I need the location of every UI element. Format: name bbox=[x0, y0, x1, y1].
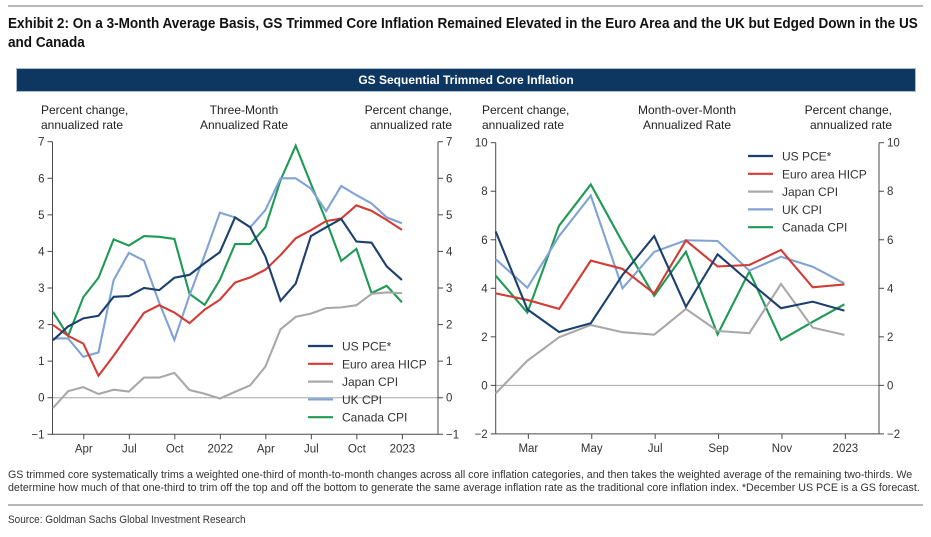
ylabel-line: Percent change, bbox=[41, 103, 129, 117]
y-tick-label-right: 4 bbox=[446, 246, 453, 258]
y-tick-label-left: 7 bbox=[38, 137, 44, 149]
chart-title-line: Annualized Rate bbox=[199, 117, 289, 132]
x-tick-label: Jul bbox=[122, 443, 137, 455]
x-tick-label: Sep bbox=[708, 443, 728, 455]
chart-title-line: Three-Month bbox=[209, 103, 279, 117]
x-tick-label: Nov bbox=[772, 443, 793, 455]
right-chart-ylabel-right: Percent change, annualized rate bbox=[772, 103, 892, 132]
y-tick-label-left: 0 bbox=[38, 393, 44, 405]
legend-label-uk-cpi: UK CPI bbox=[342, 393, 382, 407]
ylabel-line: annualized rate bbox=[482, 117, 565, 132]
y-tick-label-right: −2 bbox=[887, 429, 900, 441]
right-chart-title: Month-over-Month Annualized Rate bbox=[607, 103, 767, 132]
y-tick-label-left: 0 bbox=[481, 380, 487, 392]
x-tick-label: Oct bbox=[348, 443, 367, 455]
y-tick-label-right: 10 bbox=[887, 138, 900, 150]
x-tick-label: 2023 bbox=[390, 443, 416, 455]
left-chart-ylabel-left: Percent change, annualized rate bbox=[41, 103, 128, 132]
y-tick-label-right: 5 bbox=[446, 210, 452, 222]
y-tick-label-left: 2 bbox=[481, 332, 487, 344]
y-tick-label-right: 4 bbox=[887, 283, 894, 295]
y-tick-label-left: 10 bbox=[475, 138, 488, 150]
x-tick-label: Apr bbox=[75, 443, 93, 455]
x-tick-label: 2022 bbox=[208, 443, 234, 455]
series-line-japan-cpi bbox=[52, 291, 402, 409]
ylabel-line: Percent change, bbox=[804, 103, 892, 117]
legend-label-euro-area-hicp: Euro area HICP bbox=[342, 357, 427, 371]
y-tick-label-left: 4 bbox=[38, 246, 45, 258]
left-chart-ylabel-right: Percent change, annualized rate bbox=[332, 103, 452, 132]
y-tick-label-right: 0 bbox=[446, 393, 452, 405]
series-line-canada-cpi bbox=[52, 143, 403, 339]
y-tick-label-right: 2 bbox=[446, 320, 452, 332]
y-tick-label-right: −1 bbox=[446, 429, 459, 441]
x-tick-label: Jul bbox=[648, 443, 663, 455]
legend-label-us-pce: US PCE* bbox=[342, 340, 392, 354]
ylabel-line: annualized rate bbox=[41, 117, 124, 132]
series-line-euro-area-hicp bbox=[495, 238, 845, 311]
x-tick-label: Jul bbox=[304, 443, 319, 455]
y-tick-label-left: 3 bbox=[38, 283, 44, 295]
legend-label-euro-area-hicp: Euro area HICP bbox=[782, 167, 867, 181]
x-tick-label: Apr bbox=[257, 443, 275, 455]
ylabel-line: Percent change, bbox=[364, 103, 452, 117]
source-note: Source: Goldman Sachs Global Investment … bbox=[8, 514, 246, 526]
legend-label-uk-cpi: UK CPI bbox=[782, 203, 822, 217]
footnote: GS trimmed core systematically trims a w… bbox=[8, 469, 920, 494]
y-tick-label-right: 2 bbox=[887, 332, 893, 344]
y-tick-label-left: 1 bbox=[38, 356, 44, 368]
y-tick-label-right: 1 bbox=[446, 356, 452, 368]
y-tick-label-left: 6 bbox=[481, 235, 487, 247]
y-tick-label-right: 8 bbox=[887, 186, 893, 198]
chart-title-line: Annualized Rate bbox=[642, 117, 732, 132]
series-line-japan-cpi bbox=[494, 282, 845, 395]
legend: US PCE* Euro area HICP Japan CPI UK CPI Cana… bbox=[308, 340, 427, 425]
legend-label-us-pce: US PCE* bbox=[782, 150, 832, 164]
chart-title-line: Month-over-Month bbox=[637, 103, 737, 117]
series-line-euro-area-hicp bbox=[52, 204, 403, 378]
left-chart-title: Three-Month Annualized Rate bbox=[164, 103, 324, 132]
x-tick-label: Oct bbox=[166, 443, 185, 455]
series-line-uk-cpi bbox=[53, 177, 403, 358]
ylabel-line: annualized rate bbox=[369, 117, 452, 132]
bottom-divider bbox=[8, 504, 923, 506]
series-line-us-pce bbox=[52, 215, 403, 342]
y-tick-label-left: 5 bbox=[38, 210, 44, 222]
right-chart-ylabel-left: Percent change, annualized rate bbox=[482, 103, 569, 132]
legend-label-canada-cpi: Canada CPI bbox=[342, 411, 407, 425]
y-tick-label-left: −1 bbox=[31, 429, 44, 441]
legend-label-canada-cpi: Canada CPI bbox=[782, 221, 847, 235]
series-line-uk-cpi bbox=[494, 193, 845, 291]
panel-header: GS Sequential Trimmed Core Inflation bbox=[17, 69, 915, 91]
legend-label-japan-cpi: Japan CPI bbox=[342, 375, 398, 389]
ylabel-line: Percent change, bbox=[482, 103, 570, 117]
y-tick-label-right: 6 bbox=[446, 173, 452, 185]
y-tick-label-left: 6 bbox=[38, 173, 44, 185]
x-tick-label: May bbox=[581, 443, 603, 455]
x-tick-label: Mar bbox=[518, 443, 538, 455]
legend: US PCE* Euro area HICP Japan CPI UK CPI Cana… bbox=[748, 150, 867, 235]
series-line-us-pce bbox=[494, 231, 845, 334]
x-tick-label: 2023 bbox=[833, 443, 859, 455]
ylabel-line: annualized rate bbox=[809, 117, 892, 132]
y-tick-label-right: 3 bbox=[446, 283, 452, 295]
y-tick-label-right: 7 bbox=[446, 137, 452, 149]
top-divider bbox=[8, 5, 923, 7]
y-tick-label-right: 6 bbox=[887, 235, 893, 247]
y-tick-label-right: 0 bbox=[887, 380, 893, 392]
exhibit-title: Exhibit 2: On a 3-Month Average Basis, G… bbox=[8, 16, 918, 51]
y-tick-label-left: 2 bbox=[38, 320, 44, 332]
legend-label-japan-cpi: Japan CPI bbox=[782, 185, 838, 199]
y-tick-label-left: 8 bbox=[481, 186, 487, 198]
y-tick-label-left: −2 bbox=[475, 429, 488, 441]
y-tick-label-left: 4 bbox=[481, 283, 488, 295]
